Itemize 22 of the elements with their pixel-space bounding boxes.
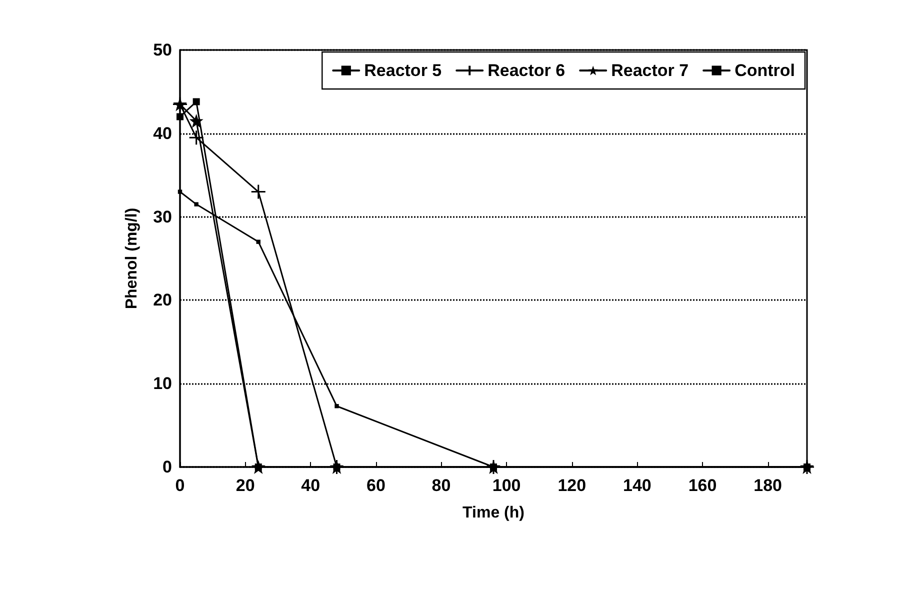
x-axis-title: Time (h) <box>462 504 524 522</box>
y-tick-label: 40 <box>153 124 172 143</box>
y-tick-label: 0 <box>162 458 172 476</box>
y-axis-title: Phenol (mg/l) <box>124 208 140 310</box>
x-tick-label: 100 <box>492 476 521 495</box>
x-tick-label: 40 <box>301 476 320 495</box>
legend-label: Reactor 7 <box>611 61 689 80</box>
x-tick-label: 0 <box>175 476 185 495</box>
legend-label: Control <box>734 61 796 80</box>
x-tick-label: 140 <box>623 476 652 495</box>
x-tick-label: 120 <box>558 476 586 495</box>
y-tick-label: 50 <box>153 40 172 60</box>
x-tick-label: 60 <box>366 476 386 495</box>
x-tick-label: 80 <box>432 476 451 495</box>
y-tick-label: 20 <box>153 290 172 310</box>
x-tick-label: 160 <box>688 476 717 495</box>
x-tick-label: 180 <box>754 476 782 495</box>
legend-label: Reactor 5 <box>364 61 442 80</box>
legend-label: Reactor 6 <box>488 61 566 80</box>
x-tick-label: 20 <box>236 476 255 495</box>
y-tick-label: 10 <box>153 374 172 394</box>
y-tick-label: 30 <box>153 207 172 226</box>
